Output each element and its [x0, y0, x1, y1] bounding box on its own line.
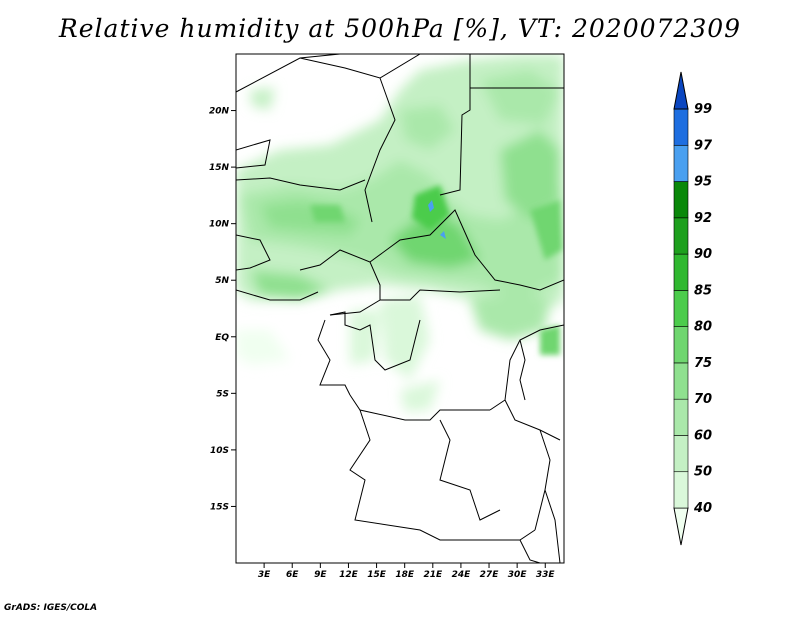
- colorbar-swatch: [673, 435, 689, 473]
- lon-axis: 3E 6E 9E 12E 15E 18E 21E 24E 27E 30E 33E: [258, 563, 556, 580]
- colorbar-level-label: 85: [694, 283, 712, 298]
- colorbar-level-label: 95: [694, 175, 712, 190]
- colorbar-level-label: 50: [694, 465, 712, 480]
- colorbar-level-label: 90: [694, 247, 712, 262]
- colorbar-swatch: [673, 181, 689, 219]
- lat-tick-label: 15S: [210, 502, 229, 512]
- lon-tick-label: 12E: [339, 570, 359, 580]
- lon-tick-label: 15E: [367, 570, 387, 580]
- humidity-field: [236, 54, 564, 563]
- lon-tick-label: 24E: [452, 570, 472, 580]
- colorbar-swatch: [673, 290, 689, 327]
- colorbar-level-label: 80: [694, 320, 712, 335]
- lat-tick-label: 5N: [215, 276, 229, 286]
- lat-tick-label: 20N: [209, 107, 230, 117]
- colorbar-swatch: [673, 362, 689, 400]
- colorbar-swatch: [673, 471, 689, 509]
- colorbar-level-label: 75: [694, 356, 712, 371]
- colorbar-low-triangle: [673, 507, 689, 546]
- lon-tick-label: 21E: [423, 570, 443, 580]
- lon-tick-label: 9E: [314, 570, 327, 580]
- grads-credit: GrADS: IGES/COLA: [4, 603, 98, 613]
- colorbar-level-label: 40: [693, 501, 712, 516]
- colorbar-swatch: [673, 108, 689, 146]
- lat-tick-label: 10S: [210, 446, 229, 456]
- colorbar-level-label: 97: [694, 138, 713, 153]
- colorbar-swatch: [673, 398, 689, 436]
- colorbar-swatch: [673, 253, 689, 291]
- country-borders: [236, 54, 564, 563]
- lon-tick-label: 33E: [536, 570, 556, 580]
- colorbar-swatch: [673, 326, 689, 364]
- lon-tick-label: 3E: [258, 570, 271, 580]
- plot-frame: [235, 53, 565, 564]
- colorbar: 40 50 60 70 75 80 85 90 92 95 97 99: [673, 71, 713, 546]
- colorbar-level-label: 70: [694, 392, 712, 407]
- lon-tick-label: 30E: [508, 570, 528, 580]
- map-title: Relative humidity at 500hPa [%], VT: 202…: [58, 14, 742, 43]
- colorbar-level-label: 99: [694, 102, 712, 117]
- lon-tick-label: 18E: [395, 570, 415, 580]
- lon-tick-label: 27E: [480, 570, 500, 580]
- colorbar-swatch: [673, 144, 689, 182]
- lat-axis: 20N 15N 10N 5N EQ 5S 10S 15S: [209, 107, 236, 512]
- lon-tick-label: 6E: [286, 570, 299, 580]
- lat-tick-label: 15N: [209, 163, 230, 173]
- lat-tick-label: 10N: [209, 220, 230, 230]
- colorbar-level-label: 92: [694, 211, 712, 226]
- colorbar-level-label: 60: [694, 428, 712, 443]
- colorbar-high-triangle: [673, 71, 689, 110]
- colorbar-swatch: [673, 217, 689, 255]
- lat-tick-label: EQ: [215, 333, 229, 343]
- lat-tick-label: 5S: [216, 389, 229, 399]
